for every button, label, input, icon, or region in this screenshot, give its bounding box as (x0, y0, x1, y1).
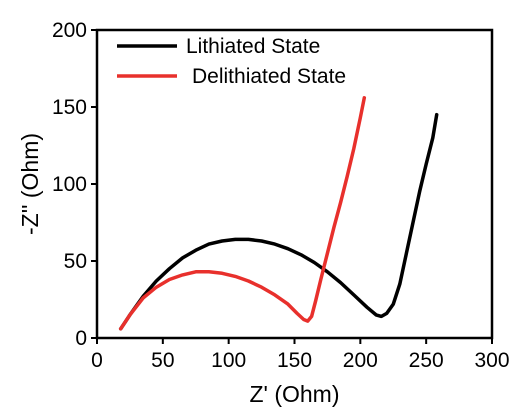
x-tick-label: 100 (211, 349, 246, 372)
y-tick-label: 150 (52, 96, 87, 119)
y-axis-title: -Z'' (Ohm) (17, 133, 43, 235)
y-tick-label: 50 (64, 250, 87, 273)
x-tick-label: 0 (91, 349, 103, 372)
x-axis-title: Z' (Ohm) (250, 381, 340, 407)
x-tick-label: 150 (277, 349, 312, 372)
x-tick-label: 250 (409, 349, 444, 372)
series-line-lithiated (118, 112, 439, 331)
x-tick-label: 300 (474, 349, 509, 372)
legend-label-lithiated: Lithiated State (186, 35, 320, 58)
legend: Lithiated State Delithiated State (117, 35, 346, 88)
x-axis-ticks: 0 50 100 150 200 250 300 (91, 338, 510, 372)
y-tick-label: 100 (52, 173, 87, 196)
y-tick-label: 0 (75, 327, 87, 350)
x-tick-label: 200 (343, 349, 378, 372)
x-tick-label: 50 (151, 349, 174, 372)
series-layer (118, 96, 439, 331)
legend-label-delithiated: Delithiated State (192, 65, 346, 88)
series-line-delithiated (118, 96, 367, 331)
y-tick-label: 200 (52, 19, 87, 42)
y-axis-ticks: 0 50 100 150 200 (52, 19, 97, 350)
